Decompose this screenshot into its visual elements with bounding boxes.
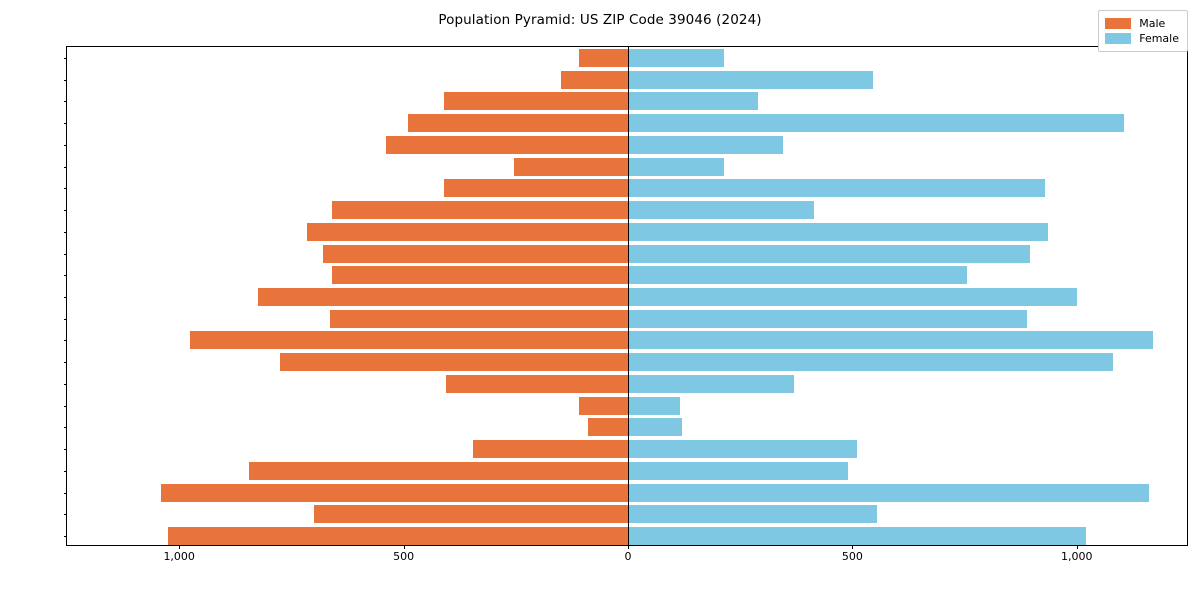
zero-axis-line — [628, 47, 629, 545]
plot-area: 85+80-8475-7970-7467-6965-6662-6460-6155… — [63, 46, 1188, 563]
y-tick-mark — [63, 514, 67, 516]
x-tick-mark — [852, 545, 854, 549]
y-tick-mark — [63, 275, 67, 277]
bar-male-30-34 — [190, 331, 628, 350]
y-tick-mark — [63, 318, 67, 320]
x-tick-label: 0 — [624, 550, 632, 563]
bar-female-50-54 — [628, 244, 1030, 263]
bar-male-21 — [578, 396, 628, 415]
y-tick-mark — [63, 362, 67, 364]
bar-male-20 — [587, 418, 628, 437]
bar-male-60-61 — [331, 201, 628, 220]
bar-male-40-44 — [257, 288, 628, 306]
bar-female-under-5 — [628, 527, 1086, 545]
y-tick-mark — [63, 79, 67, 81]
y-tick-mark — [63, 188, 67, 190]
bar-female-5-9 — [628, 505, 878, 524]
bar-female-70-74 — [628, 114, 1124, 133]
bar-female-20 — [628, 418, 682, 437]
y-tick-mark — [63, 449, 67, 451]
x-tick-label: 1,000 — [163, 550, 195, 563]
bar-female-67-69 — [628, 135, 783, 154]
bar-female-15-17 — [628, 461, 848, 480]
y-tick-mark — [63, 383, 67, 385]
bar-male-18-19 — [473, 440, 628, 459]
chart-title: Population Pyramid: US ZIP Code 39046 (2… — [438, 12, 762, 28]
legend-label-male: Male — [1139, 16, 1166, 30]
bar-female-18-19 — [628, 440, 857, 459]
bar-male-75-79 — [443, 92, 628, 111]
x-tick-mark — [179, 545, 181, 549]
y-tick-mark — [63, 340, 67, 342]
bar-female-75-79 — [628, 92, 759, 111]
bar-male-10-14 — [161, 483, 628, 502]
bar-male-35-39 — [329, 309, 628, 328]
bar-male-80-84 — [560, 70, 628, 89]
bar-female-40-44 — [628, 288, 1077, 306]
bar-female-62-64 — [628, 179, 1046, 198]
x-tick-mark — [628, 545, 629, 549]
y-tick-mark — [63, 297, 67, 298]
legend-entry-male: Male — [1105, 16, 1179, 31]
bar-male-85+ — [578, 48, 628, 67]
bar-male-70-74 — [408, 114, 628, 133]
x-tick-mark — [403, 545, 405, 549]
legend-entry-female: Female — [1105, 31, 1179, 46]
bar-female-85+ — [628, 48, 725, 67]
y-tick-mark — [63, 123, 67, 125]
bar-male-65-66 — [513, 157, 628, 176]
bar-female-80-84 — [628, 70, 873, 89]
bar-female-65-66 — [628, 157, 725, 176]
bar-male-45-49 — [331, 266, 628, 285]
y-tick-mark — [63, 101, 67, 103]
x-tick-label: 1,000 — [1061, 550, 1093, 563]
plot-inner — [67, 47, 1187, 545]
bar-male-55-59 — [307, 222, 628, 241]
bar-male-15-17 — [248, 461, 628, 480]
bar-female-21 — [628, 396, 680, 415]
legend-swatch-female — [1105, 33, 1132, 44]
bar-female-35-39 — [628, 309, 1028, 328]
y-tick-mark — [63, 144, 67, 146]
bar-male-50-54 — [322, 244, 628, 263]
bar-female-30-34 — [628, 331, 1154, 350]
bar-female-60-61 — [628, 201, 815, 220]
x-tick-label: 500 — [841, 550, 863, 563]
y-tick-mark — [63, 57, 67, 59]
bar-female-25-29 — [628, 353, 1113, 372]
legend-swatch-male — [1105, 18, 1132, 29]
y-tick-mark — [63, 253, 67, 255]
bar-male-67-69 — [385, 135, 628, 154]
y-tick-mark — [63, 210, 67, 212]
bar-female-45-49 — [628, 266, 967, 285]
bar-male-25-29 — [280, 353, 628, 372]
bar-male-5-9 — [313, 505, 628, 524]
y-tick-mark — [63, 166, 67, 168]
legend-label-female: Female — [1139, 31, 1179, 45]
bar-male-62-64 — [443, 179, 628, 198]
y-tick-mark — [63, 427, 67, 429]
y-tick-mark — [63, 470, 67, 472]
x-tick-label: 500 — [393, 550, 415, 563]
y-tick-mark — [63, 405, 67, 407]
bar-female-55-59 — [628, 222, 1048, 241]
y-tick-mark — [63, 492, 67, 494]
bar-male-under-5 — [167, 527, 628, 545]
y-tick-mark — [63, 231, 67, 233]
bar-male-22-24 — [446, 374, 628, 393]
chart-legend: Male Female — [1098, 10, 1188, 52]
x-tick-mark — [1076, 545, 1078, 549]
bar-female-22-24 — [628, 374, 795, 393]
bar-female-10-14 — [628, 483, 1149, 502]
y-tick-mark — [63, 536, 67, 538]
